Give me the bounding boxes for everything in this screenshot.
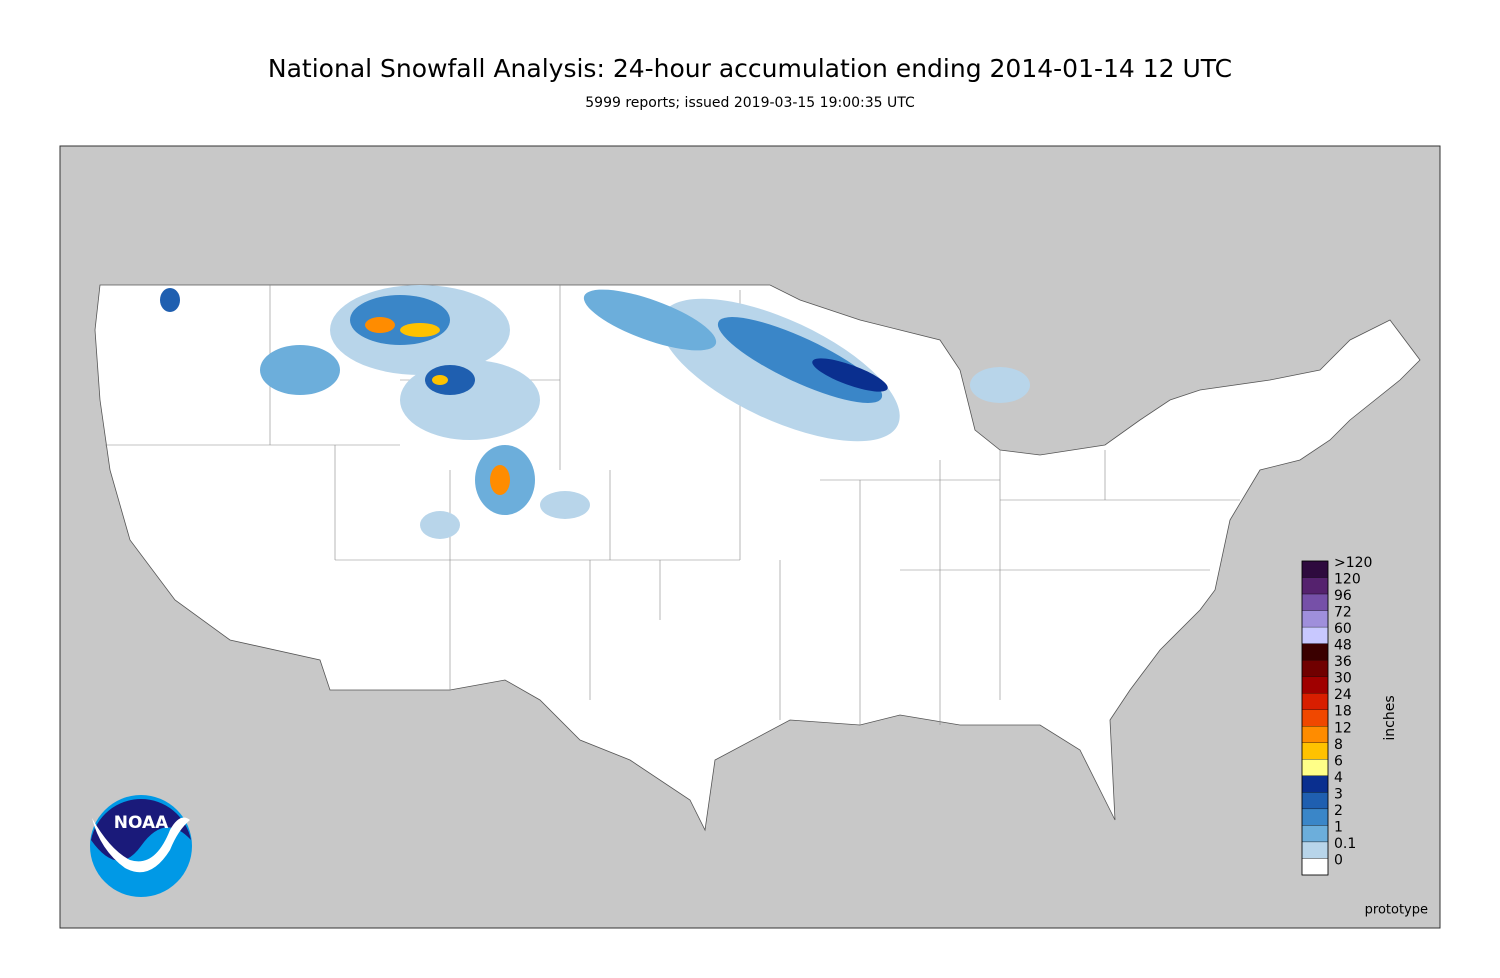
legend-swatch <box>1301 693 1329 710</box>
logo-wave <box>92 817 190 873</box>
legend-swatch <box>1301 676 1329 694</box>
legend: inches >1201209672604836302418128643210.… <box>1301 555 1398 876</box>
legend-label: 6 <box>1334 753 1343 769</box>
legend-label: >120 <box>1334 555 1372 571</box>
legend-swatch <box>1301 825 1329 843</box>
legend-swatch <box>1301 808 1329 826</box>
legend-swatch <box>1301 759 1329 776</box>
logo-text: NOAA <box>114 813 169 833</box>
legend-swatch <box>1301 626 1329 644</box>
title: National Snowfall Analysis: 24-hour accu… <box>268 54 1232 83</box>
noaa-logo: NOAA <box>90 795 192 897</box>
legend-swatch <box>1301 841 1329 859</box>
legend-swatch <box>1301 742 1329 760</box>
legend-swatch <box>1301 792 1329 810</box>
legend-swatch <box>1301 610 1329 628</box>
note: prototype <box>1365 903 1428 918</box>
legend-swatch <box>1301 726 1329 743</box>
legend-label: 0.1 <box>1334 836 1356 852</box>
legend-label: 72 <box>1334 605 1352 621</box>
legend-label: 60 <box>1334 621 1352 637</box>
legend-label: 30 <box>1334 671 1352 687</box>
legend-swatch <box>1301 577 1329 595</box>
legend-label: 120 <box>1334 572 1361 588</box>
legend-swatch <box>1301 643 1329 661</box>
map <box>59 145 1441 929</box>
legend-title: inches <box>1382 695 1398 740</box>
legend-label: 36 <box>1334 654 1352 670</box>
snowfall <box>160 285 1030 539</box>
legend-label: 0 <box>1334 852 1343 868</box>
legend-label: 1 <box>1334 819 1343 835</box>
legend-label: 24 <box>1334 687 1352 703</box>
legend-label: 96 <box>1334 588 1352 604</box>
legend-label: 3 <box>1334 786 1343 802</box>
legend-swatch <box>1301 660 1329 677</box>
legend-label: 12 <box>1334 720 1352 736</box>
subtitle: 5999 reports; issued 2019-03-15 19:00:35… <box>585 95 915 111</box>
legend-swatch <box>1301 775 1329 793</box>
logo-top <box>91 799 191 861</box>
legend-swatch <box>1301 593 1329 611</box>
legend-label: 2 <box>1334 803 1343 819</box>
legend-label: 18 <box>1334 704 1352 720</box>
legend-label: 4 <box>1334 770 1343 786</box>
legend-label: 8 <box>1334 737 1343 753</box>
legend-swatch <box>1301 709 1329 727</box>
legend-swatch <box>1301 560 1329 578</box>
legend-label: 48 <box>1334 638 1352 654</box>
legend-border <box>1301 560 1329 876</box>
legend-swatch <box>1301 858 1329 876</box>
